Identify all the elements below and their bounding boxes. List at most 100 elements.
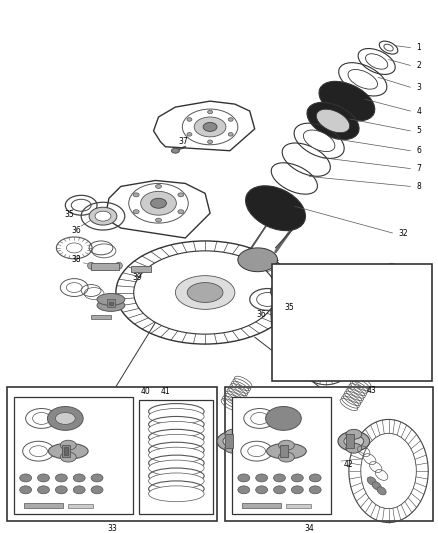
Bar xyxy=(7,387,217,521)
Bar xyxy=(232,397,331,514)
Ellipse shape xyxy=(238,474,250,482)
Ellipse shape xyxy=(225,430,241,439)
Ellipse shape xyxy=(217,431,249,451)
Ellipse shape xyxy=(238,248,278,272)
Bar xyxy=(225,434,233,448)
Ellipse shape xyxy=(60,452,76,462)
Ellipse shape xyxy=(155,218,162,222)
Ellipse shape xyxy=(97,300,125,311)
Bar xyxy=(68,504,93,507)
Ellipse shape xyxy=(73,474,85,482)
Text: 35: 35 xyxy=(64,209,74,219)
Ellipse shape xyxy=(279,440,294,450)
Ellipse shape xyxy=(246,186,305,231)
Bar xyxy=(64,447,68,455)
Ellipse shape xyxy=(276,286,293,297)
Ellipse shape xyxy=(267,443,306,459)
Ellipse shape xyxy=(307,102,359,140)
Ellipse shape xyxy=(133,193,139,197)
Text: 33: 33 xyxy=(107,524,117,533)
Ellipse shape xyxy=(38,486,49,494)
Bar xyxy=(14,397,133,514)
Ellipse shape xyxy=(274,486,286,494)
Ellipse shape xyxy=(133,209,139,214)
Ellipse shape xyxy=(187,282,223,302)
Ellipse shape xyxy=(361,433,417,508)
Ellipse shape xyxy=(91,474,103,482)
Text: 43: 43 xyxy=(367,386,377,395)
Bar xyxy=(346,434,354,448)
Ellipse shape xyxy=(384,44,393,51)
Text: 6: 6 xyxy=(417,146,421,155)
Ellipse shape xyxy=(208,110,212,114)
Ellipse shape xyxy=(175,276,235,309)
Ellipse shape xyxy=(178,193,184,197)
Text: 3: 3 xyxy=(417,83,421,92)
Text: 1: 1 xyxy=(417,43,421,52)
Ellipse shape xyxy=(91,486,103,494)
Ellipse shape xyxy=(208,140,212,143)
Bar xyxy=(286,504,311,507)
Bar xyxy=(242,503,282,507)
Text: 8: 8 xyxy=(417,182,421,191)
Ellipse shape xyxy=(187,133,192,136)
Ellipse shape xyxy=(251,413,268,424)
Ellipse shape xyxy=(256,474,268,482)
Ellipse shape xyxy=(245,477,254,485)
Bar xyxy=(131,266,151,272)
Text: 42: 42 xyxy=(344,459,353,469)
Text: 36: 36 xyxy=(71,225,81,235)
Ellipse shape xyxy=(274,474,286,482)
Text: 35: 35 xyxy=(284,303,294,312)
Text: 39: 39 xyxy=(133,273,142,282)
Ellipse shape xyxy=(148,434,204,450)
Ellipse shape xyxy=(88,262,95,269)
Ellipse shape xyxy=(148,486,204,502)
Ellipse shape xyxy=(291,474,303,482)
Ellipse shape xyxy=(187,118,192,122)
Ellipse shape xyxy=(115,262,122,269)
Ellipse shape xyxy=(134,251,276,334)
Ellipse shape xyxy=(73,486,85,494)
Ellipse shape xyxy=(148,408,204,424)
Text: 38: 38 xyxy=(71,255,81,264)
Ellipse shape xyxy=(338,431,370,451)
Ellipse shape xyxy=(55,486,67,494)
Bar xyxy=(272,264,432,381)
Ellipse shape xyxy=(319,82,375,121)
Ellipse shape xyxy=(148,460,204,476)
Text: 32: 32 xyxy=(399,229,408,238)
Ellipse shape xyxy=(97,294,125,305)
Ellipse shape xyxy=(256,486,268,494)
Ellipse shape xyxy=(203,123,217,131)
Ellipse shape xyxy=(344,435,364,447)
Ellipse shape xyxy=(66,282,82,293)
Ellipse shape xyxy=(20,474,32,482)
Ellipse shape xyxy=(60,440,76,450)
Ellipse shape xyxy=(291,486,303,494)
Text: 37: 37 xyxy=(178,138,188,146)
Ellipse shape xyxy=(148,447,204,463)
Ellipse shape xyxy=(346,430,362,439)
Ellipse shape xyxy=(238,486,250,494)
Ellipse shape xyxy=(279,452,294,462)
Ellipse shape xyxy=(377,487,386,495)
Ellipse shape xyxy=(257,293,279,306)
Text: 4: 4 xyxy=(417,107,421,116)
Ellipse shape xyxy=(298,295,354,371)
Bar xyxy=(109,302,113,305)
Ellipse shape xyxy=(388,308,413,329)
Ellipse shape xyxy=(20,486,32,494)
Bar xyxy=(107,300,115,308)
Bar xyxy=(62,445,70,457)
Ellipse shape xyxy=(367,477,376,485)
Ellipse shape xyxy=(304,130,335,151)
Ellipse shape xyxy=(309,474,321,482)
Ellipse shape xyxy=(38,474,49,482)
Ellipse shape xyxy=(30,446,47,457)
Ellipse shape xyxy=(248,446,265,457)
Ellipse shape xyxy=(178,209,184,214)
Ellipse shape xyxy=(55,413,75,424)
Bar xyxy=(91,316,111,319)
Bar xyxy=(24,503,64,507)
